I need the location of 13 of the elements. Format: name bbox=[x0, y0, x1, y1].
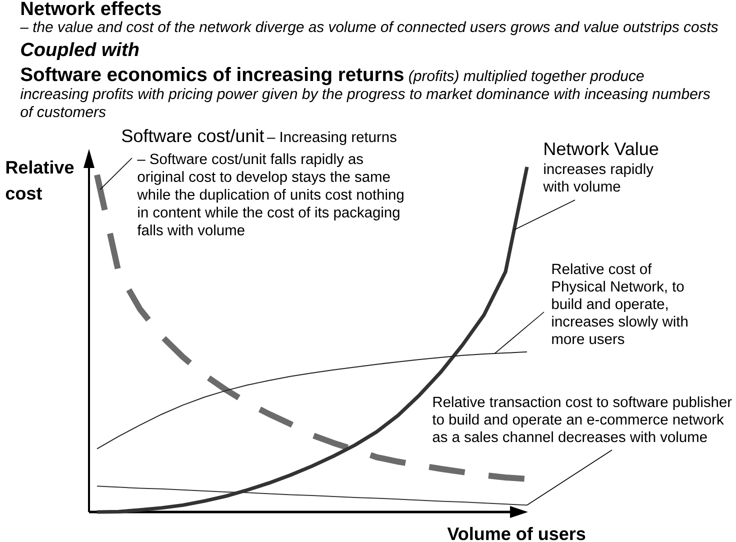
text: Software economics of increasing returns bbox=[20, 67, 404, 86]
text: – Increasing returns bbox=[267, 131, 396, 146]
annotation: – Software cost/unit falls rapidly as original cost to develop stays the same while the duplication of units cost nothing in content while the cost of its packaging falls with volume bbox=[137, 153, 404, 236]
chart-subtitle: – the value and cost of the network diverge as volume of connected users grows and value outstrips costs bbox=[20, 21, 718, 36]
annotation: Relative transaction cost to software publisher to build and operate an e-commerce network as a sales channel decreases with volume bbox=[432, 396, 732, 442]
series-label: Network Value bbox=[544, 142, 658, 156]
chart-title: Network effects bbox=[21, 1, 161, 16]
text: Coupled with bbox=[21, 42, 139, 60]
text: Relative cost of Physical Network, to build and operate, increases slowly with more users bbox=[552, 263, 688, 344]
text: increases rapidly with volume bbox=[543, 163, 654, 192]
x-axis-title: Volume of users bbox=[447, 526, 586, 540]
text: Software cost/unit bbox=[122, 128, 264, 142]
y-axis-title: Relative cost bbox=[6, 160, 74, 200]
